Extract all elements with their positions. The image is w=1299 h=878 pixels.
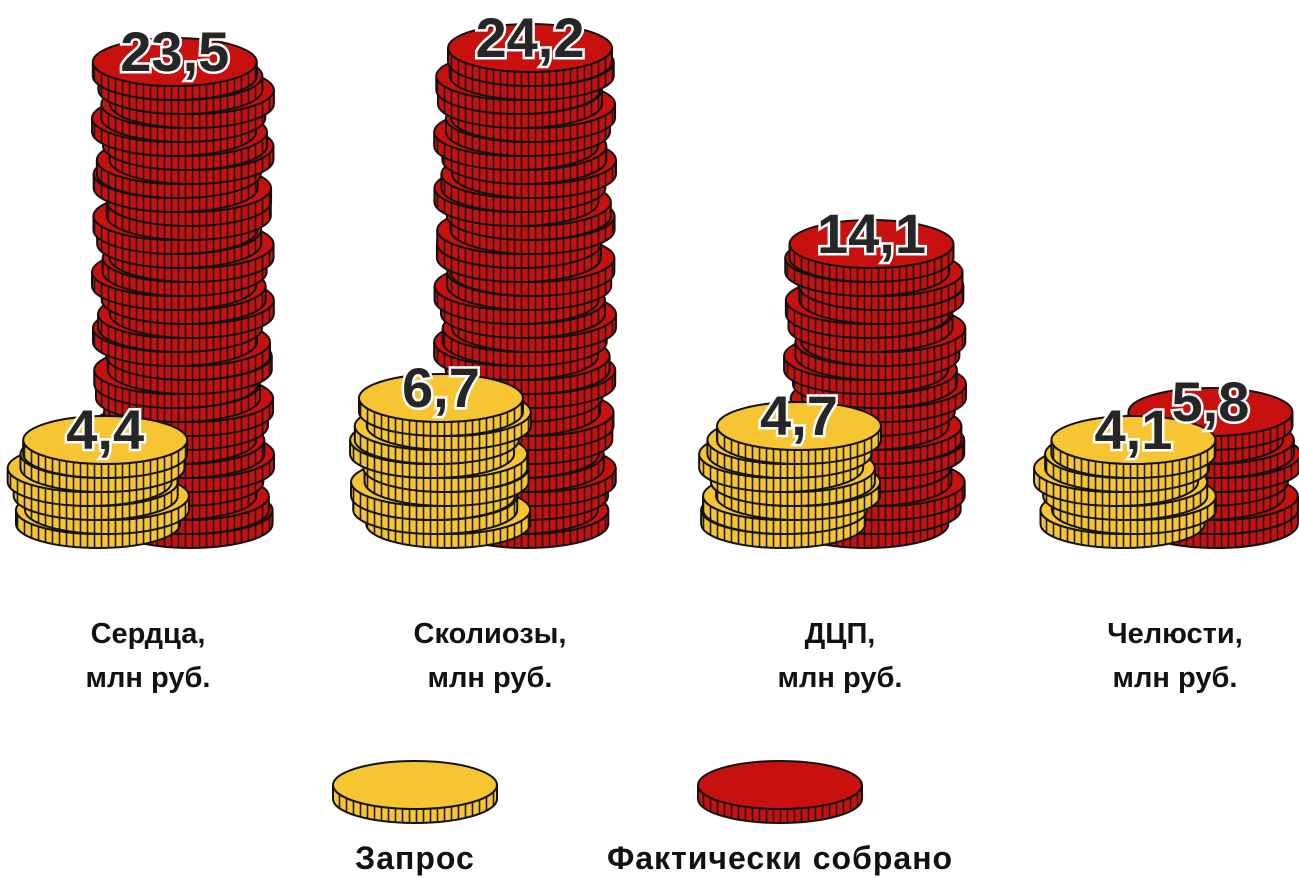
coin-stack (1033, 415, 1217, 549)
category-label: ДЦП, млн руб. (777, 618, 903, 694)
value-label: 4,7 (760, 384, 838, 447)
value-label: 4,4 (66, 398, 144, 461)
coin-stack (349, 373, 532, 549)
legend-label: Фактически собрано (606, 840, 954, 876)
coin-top (697, 760, 863, 810)
coin-top (1050, 415, 1217, 465)
coin-stack (6, 415, 190, 549)
value-label: 6,7 (402, 356, 480, 419)
value-label: 14,1 (817, 202, 926, 265)
coin-top (447, 23, 614, 73)
value-label: 4,1 (1094, 398, 1172, 461)
legend-swatch (697, 760, 863, 824)
coin-top (332, 760, 498, 810)
coin-top (22, 415, 189, 465)
coin-top (357, 373, 524, 423)
coin-top (788, 219, 955, 269)
legend-label: Запрос (355, 840, 475, 876)
coin-top (91, 37, 258, 87)
category-label: Сколиозы, млн руб. (413, 618, 567, 694)
coin-top (715, 401, 882, 451)
category-label: Челюсти, млн руб. (1107, 618, 1243, 694)
value-label: 5,8 (1172, 370, 1250, 433)
legend-swatch (332, 760, 498, 824)
category-label: Сердца, млн руб. (85, 618, 211, 694)
value-label: 24,2 (476, 6, 585, 69)
value-label: 23,5 (120, 20, 229, 83)
coin-stack (698, 401, 882, 549)
